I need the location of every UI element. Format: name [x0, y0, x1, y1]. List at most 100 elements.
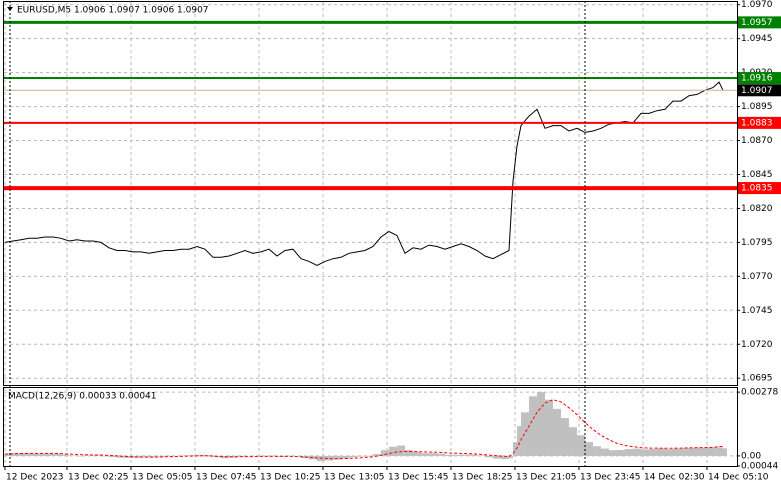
histogram-bar: [165, 455, 173, 457]
x-tick-label: 13 Dec 05:05: [132, 473, 193, 483]
histogram-bar: [509, 455, 513, 459]
histogram-bar: [77, 455, 85, 457]
indicator-title: MACD(12,26,9) 0.00033 0.00041: [8, 392, 157, 402]
x-tick-label: 13 Dec 15:45: [388, 473, 449, 483]
histogram-bar: [61, 454, 69, 456]
level-label: 1.0916: [741, 74, 773, 84]
histogram-bar: [37, 453, 45, 456]
level-label-box: [738, 72, 781, 85]
signal-line: [4, 399, 723, 460]
histogram-bar: [85, 455, 93, 456]
histogram-bar: [125, 455, 133, 458]
histogram-bar: [705, 447, 713, 456]
histogram-bar: [577, 435, 585, 456]
histogram-bar: [309, 455, 317, 460]
x-tick-label: 13 Dec 18:25: [452, 473, 513, 483]
histogram-bar: [189, 455, 197, 456]
histogram-bar: [141, 455, 149, 458]
histogram-bar: [445, 454, 453, 456]
x-tick-label: 14 Dec 05:10: [708, 473, 769, 483]
x-tick-label: 13 Dec 10:25: [260, 473, 321, 483]
y-tick-label: 1.0745: [741, 306, 773, 316]
histogram-bar: [245, 455, 253, 457]
histogram-bar: [641, 449, 649, 456]
histogram-bar: [529, 396, 537, 456]
histogram-bar: [569, 427, 577, 456]
histogram-bar: [21, 452, 29, 456]
histogram-bar: [697, 447, 705, 456]
histogram-bar: [593, 446, 601, 456]
histogram-bar: [269, 455, 277, 456]
histogram-bar: [469, 454, 477, 456]
histogram-bar: [673, 448, 681, 456]
histogram-bar: [45, 453, 53, 456]
histogram-bar: [537, 392, 545, 456]
histogram-bar: [521, 412, 529, 456]
histogram-bar: [13, 453, 21, 456]
level-label-box: [738, 116, 781, 129]
histogram-bar: [117, 455, 125, 458]
y-tick-label: 1.0720: [741, 340, 773, 350]
histogram-bar: [493, 455, 501, 459]
y-tick-label: 1.0870: [741, 136, 773, 146]
level-label-box: [738, 84, 781, 97]
histogram-bar: [357, 455, 365, 457]
histogram-bar: [397, 445, 405, 456]
histogram-bar: [625, 449, 633, 456]
x-tick-label: 13 Dec 21:05: [516, 473, 577, 483]
histogram-bar: [609, 450, 617, 456]
histogram-bar: [513, 442, 517, 456]
histogram-bar: [517, 426, 521, 456]
level-label: 1.0883: [741, 118, 773, 128]
y-tick-label: 1.0845: [741, 170, 773, 180]
histogram-bar: [349, 455, 357, 458]
plot-layer: 1.09701.09451.09201.08951.08701.08451.08…: [4, 0, 781, 483]
x-tick-label: 13 Dec 02:25: [68, 473, 129, 483]
y-tick-label: 1.0895: [741, 102, 773, 112]
histogram-bar: [561, 418, 569, 456]
histogram-bar: [553, 408, 561, 456]
y-tick-label: 0.00: [741, 451, 761, 461]
histogram-bar: [501, 455, 509, 460]
y-tick-label: 1.0795: [741, 238, 773, 248]
histogram-bar: [601, 448, 609, 456]
x-tick-label: 12 Dec 2023: [6, 473, 64, 483]
histogram-bar: [341, 455, 349, 459]
histogram-bar: [389, 446, 397, 456]
histogram-bar: [157, 455, 165, 457]
macd-panel-frame: [3, 387, 738, 467]
histogram-bar: [181, 455, 189, 456]
histogram-bar: [5, 453, 13, 456]
histogram-bar: [485, 455, 493, 458]
x-tick-label: 13 Dec 13:05: [324, 473, 385, 483]
histogram-bar: [69, 455, 77, 456]
main-panel-frame: [3, 1, 738, 386]
histogram-bar: [633, 448, 641, 456]
histogram-bar: [29, 453, 37, 456]
level-label-box: [738, 16, 781, 29]
histogram-bar: [93, 455, 101, 456]
x-tick-label: 13 Dec 23:45: [580, 473, 641, 483]
histogram-bar: [413, 451, 421, 456]
level-label-box: [738, 182, 781, 195]
y-tick-label: 1.0820: [741, 204, 773, 214]
y-tick-label: 1.0945: [741, 34, 773, 44]
histogram-bar: [149, 455, 157, 458]
y-tick-label: 1.0695: [741, 374, 773, 384]
histogram-bar: [53, 453, 61, 456]
histogram-bar: [713, 447, 719, 456]
level-label: 1.0907: [741, 86, 773, 96]
histogram-bar: [101, 455, 109, 457]
histogram-bar: [689, 447, 697, 456]
histogram-bar: [325, 455, 333, 461]
y-tick-label: 0.00278: [741, 388, 778, 398]
histogram-bar: [617, 449, 625, 456]
histogram-bar: [109, 455, 117, 458]
histogram-bar: [333, 455, 341, 460]
histogram-bar: [665, 449, 673, 456]
histogram-bar: [381, 450, 389, 456]
histogram-bar: [453, 454, 461, 456]
x-tick-label: 14 Dec 02:30: [644, 473, 705, 483]
price-line: [4, 81, 724, 267]
